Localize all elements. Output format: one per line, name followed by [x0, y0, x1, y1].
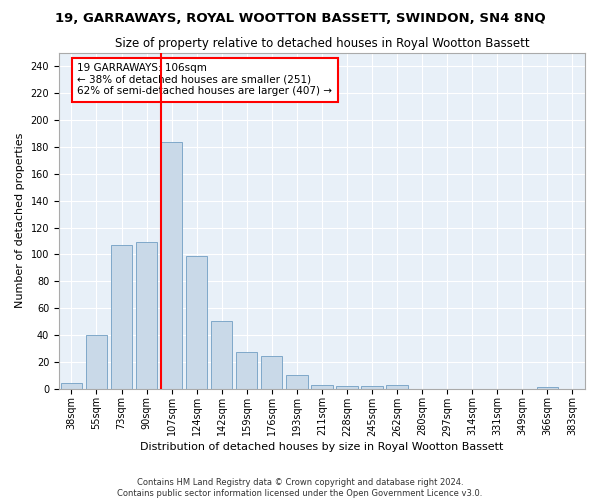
Bar [286, 375, 308, 388]
Bar [136, 242, 157, 388]
Bar [61, 383, 82, 388]
Bar [186, 256, 208, 388]
Title: Size of property relative to detached houses in Royal Wootton Bassett: Size of property relative to detached ho… [115, 38, 529, 51]
Bar [211, 322, 232, 388]
Text: Contains HM Land Registry data © Crown copyright and database right 2024.
Contai: Contains HM Land Registry data © Crown c… [118, 478, 482, 498]
Text: 19, GARRAWAYS, ROYAL WOOTTON BASSETT, SWINDON, SN4 8NQ: 19, GARRAWAYS, ROYAL WOOTTON BASSETT, SW… [55, 12, 545, 26]
X-axis label: Distribution of detached houses by size in Royal Wootton Bassett: Distribution of detached houses by size … [140, 442, 503, 452]
Bar [311, 384, 332, 388]
Y-axis label: Number of detached properties: Number of detached properties [15, 133, 25, 308]
Bar [236, 352, 257, 388]
Bar [161, 142, 182, 388]
Bar [386, 384, 408, 388]
Bar [537, 387, 558, 388]
Bar [337, 386, 358, 388]
Bar [111, 245, 132, 388]
Bar [261, 356, 283, 388]
Bar [361, 386, 383, 388]
Bar [86, 335, 107, 388]
Text: 19 GARRAWAYS: 106sqm
← 38% of detached houses are smaller (251)
62% of semi-deta: 19 GARRAWAYS: 106sqm ← 38% of detached h… [77, 63, 332, 96]
